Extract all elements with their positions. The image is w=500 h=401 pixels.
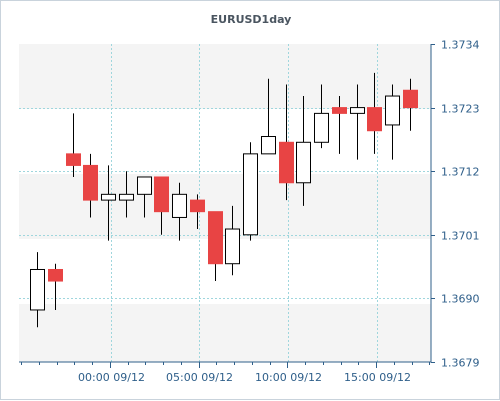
candle-body-up [137,176,152,195]
candle-body-down [332,107,347,114]
candle-body-up [296,141,311,184]
candle-body-up [385,95,400,126]
candle-body-up [314,112,329,143]
y-tick-label: 1.3690 [441,293,480,306]
x-tick-label: 00:00 09/12 [78,371,145,384]
candle-body-up [119,193,134,201]
plot-band-1 [19,44,431,109]
candle-body-up [101,193,116,201]
candle-body-up [350,107,365,114]
y-tick-label: 1.3701 [441,230,480,243]
candle-body-down [208,211,223,265]
candle-body-up [30,268,45,311]
candle-body-down [190,199,205,213]
x-axis: 00:00 09/12 05:00 09/12 10:00 09/12 15:00 0… [21,362,430,384]
candle-body-down [403,89,418,109]
y-tick-label: 1.3712 [441,166,480,179]
y-tick-label: 1.3734 [441,39,480,52]
y-tick-label: 1.3723 [441,103,480,116]
candle-body-down [154,176,169,213]
candle-body-up [261,136,276,155]
chart-title: EURUSD1day [211,13,292,26]
candle-body-up [172,193,187,218]
candle-body-down [48,268,63,282]
x-tick-label: 15:00 09/12 [344,371,411,384]
candle-body-down [367,107,382,132]
plot-band-3 [19,304,431,362]
candle-body-down [66,153,81,166]
candle-body-up [243,153,258,236]
y-axis: 1.3734 1.3723 1.3712 1.3701 1.3690 1.3679 [431,39,480,370]
candle-body-down [83,164,98,201]
x-tick-label: 10:00 09/12 [255,371,322,384]
candles [30,72,418,328]
y-tick-label: 1.3679 [441,357,480,370]
candle-body-up [225,228,240,265]
x-tick-label: 05:00 09/12 [166,371,233,384]
candle-body-down [279,141,294,184]
